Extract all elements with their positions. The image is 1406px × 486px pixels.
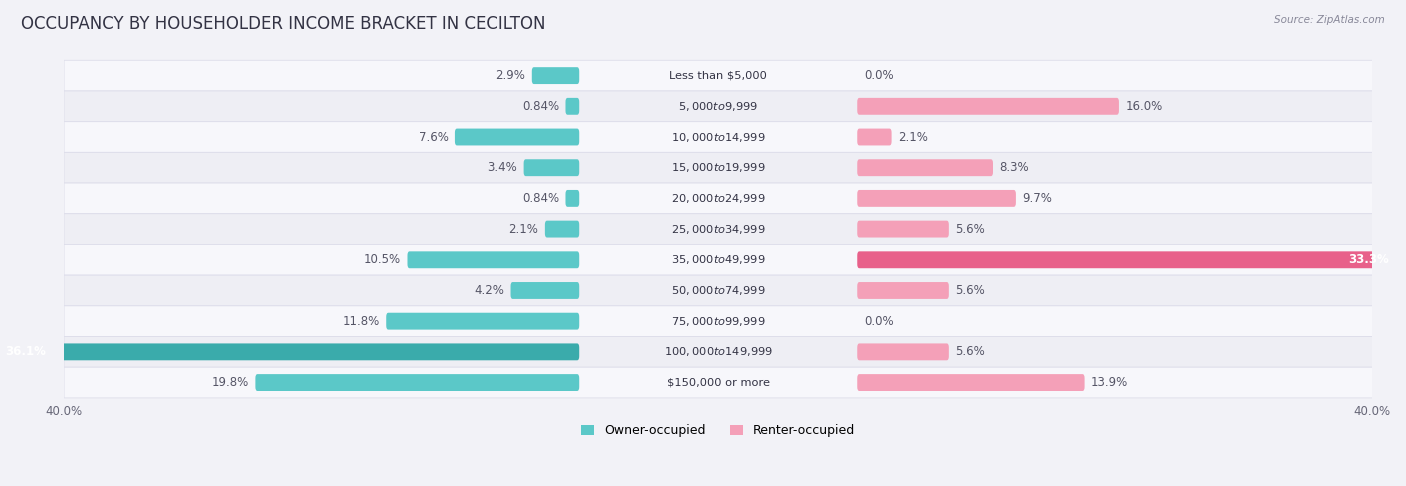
Text: OCCUPANCY BY HOUSEHOLDER INCOME BRACKET IN CECILTON: OCCUPANCY BY HOUSEHOLDER INCOME BRACKET … (21, 15, 546, 33)
Text: 0.84%: 0.84% (522, 100, 560, 113)
FancyBboxPatch shape (858, 159, 993, 176)
Text: 4.2%: 4.2% (474, 284, 503, 297)
Text: Source: ZipAtlas.com: Source: ZipAtlas.com (1274, 15, 1385, 25)
FancyBboxPatch shape (858, 98, 1119, 115)
FancyBboxPatch shape (65, 306, 1372, 336)
Text: 7.6%: 7.6% (419, 131, 449, 143)
Text: 33.3%: 33.3% (1348, 253, 1389, 266)
FancyBboxPatch shape (65, 183, 1372, 214)
FancyBboxPatch shape (858, 374, 1084, 391)
Text: $25,000 to $34,999: $25,000 to $34,999 (671, 223, 765, 236)
Text: $50,000 to $74,999: $50,000 to $74,999 (671, 284, 765, 297)
FancyBboxPatch shape (65, 275, 1372, 306)
Text: 8.3%: 8.3% (1000, 161, 1029, 174)
FancyBboxPatch shape (387, 312, 579, 330)
FancyBboxPatch shape (456, 129, 579, 145)
FancyBboxPatch shape (858, 282, 949, 299)
Text: $15,000 to $19,999: $15,000 to $19,999 (671, 161, 765, 174)
FancyBboxPatch shape (858, 251, 1402, 268)
FancyBboxPatch shape (858, 129, 891, 145)
Text: 9.7%: 9.7% (1022, 192, 1052, 205)
FancyBboxPatch shape (65, 122, 1372, 152)
Text: $150,000 or more: $150,000 or more (666, 378, 769, 387)
Text: 13.9%: 13.9% (1091, 376, 1129, 389)
FancyBboxPatch shape (531, 67, 579, 84)
FancyBboxPatch shape (65, 152, 1372, 183)
FancyBboxPatch shape (65, 367, 1372, 398)
Text: 0.0%: 0.0% (863, 69, 893, 82)
Text: $100,000 to $149,999: $100,000 to $149,999 (664, 346, 773, 358)
Text: 0.0%: 0.0% (863, 314, 893, 328)
Text: 2.9%: 2.9% (495, 69, 526, 82)
Text: 0.84%: 0.84% (522, 192, 560, 205)
FancyBboxPatch shape (65, 60, 1372, 91)
Text: Less than $5,000: Less than $5,000 (669, 70, 768, 81)
FancyBboxPatch shape (65, 244, 1372, 275)
FancyBboxPatch shape (65, 91, 1372, 122)
FancyBboxPatch shape (510, 282, 579, 299)
FancyBboxPatch shape (0, 344, 579, 360)
Text: 11.8%: 11.8% (343, 314, 380, 328)
FancyBboxPatch shape (65, 214, 1372, 244)
Text: 36.1%: 36.1% (6, 346, 46, 358)
Text: $5,000 to $9,999: $5,000 to $9,999 (678, 100, 758, 113)
Text: $75,000 to $99,999: $75,000 to $99,999 (671, 314, 765, 328)
Text: $35,000 to $49,999: $35,000 to $49,999 (671, 253, 765, 266)
Text: $20,000 to $24,999: $20,000 to $24,999 (671, 192, 765, 205)
FancyBboxPatch shape (408, 251, 579, 268)
Legend: Owner-occupied, Renter-occupied: Owner-occupied, Renter-occupied (581, 424, 855, 437)
FancyBboxPatch shape (858, 190, 1017, 207)
Text: 2.1%: 2.1% (509, 223, 538, 236)
Text: 16.0%: 16.0% (1125, 100, 1163, 113)
FancyBboxPatch shape (65, 336, 1372, 367)
Text: 5.6%: 5.6% (956, 223, 986, 236)
Text: 2.1%: 2.1% (898, 131, 928, 143)
FancyBboxPatch shape (546, 221, 579, 238)
Text: 10.5%: 10.5% (364, 253, 401, 266)
FancyBboxPatch shape (523, 159, 579, 176)
FancyBboxPatch shape (565, 98, 579, 115)
Text: 5.6%: 5.6% (956, 346, 986, 358)
Text: 19.8%: 19.8% (211, 376, 249, 389)
FancyBboxPatch shape (565, 190, 579, 207)
FancyBboxPatch shape (858, 221, 949, 238)
Text: $10,000 to $14,999: $10,000 to $14,999 (671, 131, 765, 143)
FancyBboxPatch shape (858, 344, 949, 360)
Text: 3.4%: 3.4% (488, 161, 517, 174)
FancyBboxPatch shape (256, 374, 579, 391)
Text: 5.6%: 5.6% (956, 284, 986, 297)
